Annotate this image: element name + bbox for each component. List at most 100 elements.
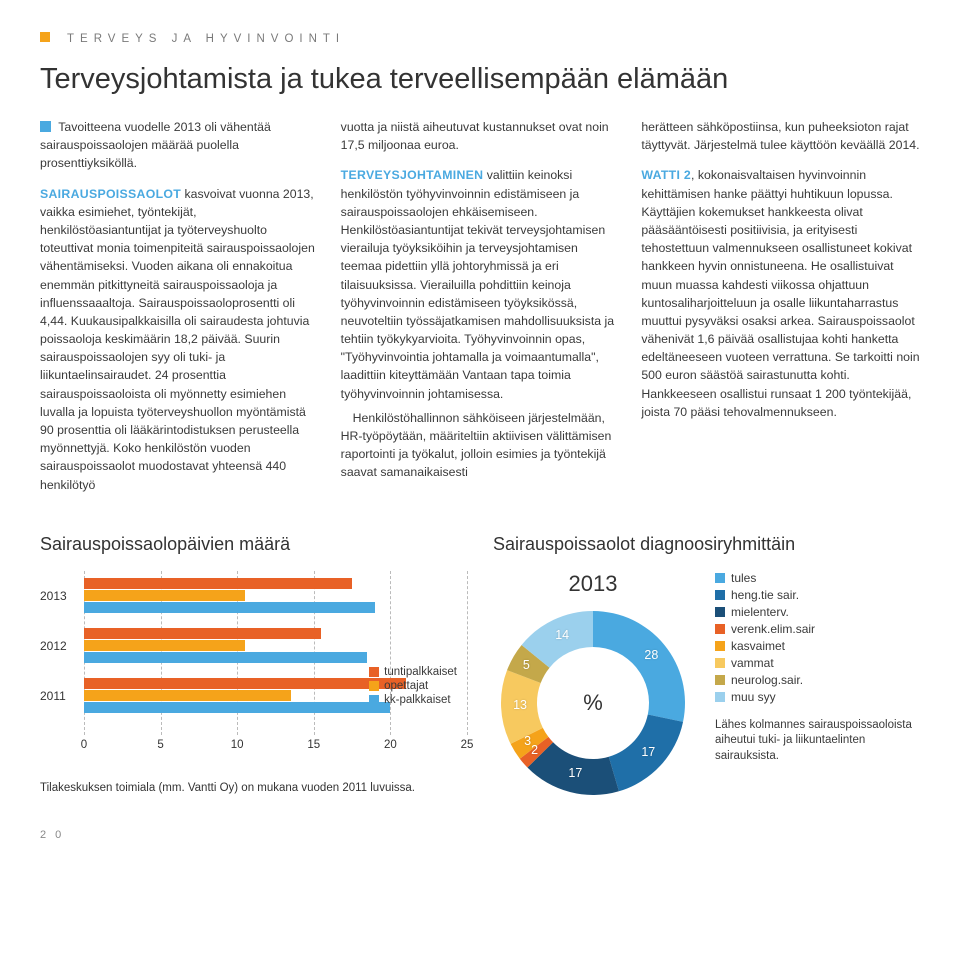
bar-row: 2013	[84, 571, 467, 621]
donut-slice-label: 17	[568, 766, 582, 780]
donut-chart: % 28 17 17 23 13 5 14	[493, 603, 693, 803]
donut-slice-label: 17	[641, 745, 655, 759]
legend-swatch-icon	[369, 681, 379, 691]
legend-label: kk-palkkaiset	[384, 694, 450, 706]
donut-legend-item: heng.tie sair.	[715, 588, 920, 602]
legend-swatch-icon	[715, 624, 725, 634]
col2-main: TERVEYSJOHTAMINEN valittiin keinoksi hen…	[341, 166, 620, 402]
column-3: herätteen sähköpostiinsa, kun puheeksiot…	[641, 118, 920, 500]
legend-label: tuntipalkkaiset	[384, 666, 457, 678]
donut-slice-label: 3	[524, 734, 531, 748]
bar-segment	[84, 702, 390, 713]
donut-title: Sairauspoissaolot diagnoosiryhmittäin	[493, 534, 920, 555]
bar-segment	[84, 640, 245, 651]
legend-swatch-icon	[369, 695, 379, 705]
bar-year-label: 2013	[40, 589, 67, 603]
bar-legend-item: tuntipalkkaiset	[369, 666, 457, 678]
bar-xtick: 15	[307, 739, 320, 751]
col2-p2: Henkilöstöhallinnon sähköiseen järjestel…	[341, 409, 620, 482]
bar-xticks: 0510152025	[84, 739, 467, 753]
eyebrow-square-icon	[40, 32, 50, 42]
donut-slice	[593, 611, 685, 722]
bar-segment	[84, 628, 321, 639]
bar-year-label: 2011	[40, 689, 66, 703]
donut-slice-label: 28	[644, 648, 658, 662]
legend-label: tules	[731, 571, 756, 585]
legend-swatch-icon	[715, 675, 725, 685]
bar-segment	[84, 602, 375, 613]
donut-section: Sairauspoissaolot diagnoosiryhmittäin 20…	[493, 534, 920, 803]
col3-caps: WATTI 2	[641, 168, 691, 182]
legend-swatch-icon	[715, 590, 725, 600]
bar-xtick: 25	[461, 739, 474, 751]
legend-label: verenk.elim.sair	[731, 622, 815, 636]
legend-label: neurolog.sair.	[731, 673, 803, 687]
intro-text: Tavoitteena vuodelle 2013 oli vähentää s…	[40, 120, 271, 170]
donut-legend-item: neurolog.sair.	[715, 673, 920, 687]
col3-top: herätteen sähköpostiinsa, kun puheeksiot…	[641, 118, 920, 154]
bar-legend: tuntipalkkaiset opettajat kk-palkkaiset	[369, 666, 457, 708]
legend-label: kasvaimet	[731, 639, 785, 653]
donut-year: 2013	[493, 571, 693, 597]
donut-wrap: 2013 % 28 17 17 23 13 5 14 tules heng.tie sair.…	[493, 571, 920, 803]
bar-xtick: 20	[384, 739, 397, 751]
bar-segment	[84, 578, 352, 589]
page-number: 2 0	[40, 829, 920, 841]
intro-square-icon	[40, 121, 51, 132]
col3-body: , kokonaisvaltaisen hyvinvoinnin kehittä…	[641, 168, 919, 418]
intro-paragraph: Tavoitteena vuodelle 2013 oli vähentää s…	[40, 118, 319, 173]
bar-segment	[84, 678, 406, 689]
legend-swatch-icon	[715, 573, 725, 583]
donut-slice-label: 13	[513, 698, 527, 712]
legend-swatch-icon	[715, 658, 725, 668]
bar-segment	[84, 652, 367, 663]
legend-swatch-icon	[369, 667, 379, 677]
eyebrow-text: TERVEYS JA HYVINVOINTI	[67, 33, 345, 45]
donut-legend-item: vammat	[715, 656, 920, 670]
bar-note: Tilakeskuksen toimiala (mm. Vantti Oy) o…	[40, 781, 467, 797]
column-2: vuotta ja niistä aiheutuvat kustannukset…	[341, 118, 620, 500]
column-1: Tavoitteena vuodelle 2013 oli vähentää s…	[40, 118, 319, 500]
donut-legend-item: verenk.elim.sair	[715, 622, 920, 636]
donut-legend-col: tules heng.tie sair. mielenterv. verenk.eli…	[715, 571, 920, 803]
legend-swatch-icon	[715, 641, 725, 651]
bar-section: Sairauspoissaolopäivien määrä 2013201220…	[40, 534, 467, 803]
col1-caps: SAIRAUSPOISSAOLOT	[40, 187, 181, 201]
bar-xtick: 10	[231, 739, 244, 751]
donut-slice-label: 2	[531, 743, 538, 757]
col1-body: kasvoivat vuonna 2013, vaikka esimiehet,…	[40, 187, 315, 492]
col2-body: valittiin keinoksi henkilöstön työhyvinv…	[341, 168, 614, 400]
donut-column: 2013 % 28 17 17 23 13 5 14	[493, 571, 693, 803]
bar-segment	[84, 590, 245, 601]
donut-center: %	[583, 690, 603, 716]
donut-legend-item: mielenterv.	[715, 605, 920, 619]
page-title: Terveysjohtamista ja tukea terveellisemp…	[40, 63, 920, 96]
col1-main: SAIRAUSPOISSAOLOT kasvoivat vuonna 2013,…	[40, 185, 319, 494]
bar-legend-item: opettajat	[369, 680, 457, 692]
donut-slice-label: 14	[555, 628, 569, 642]
bar-year-label: 2012	[40, 639, 67, 653]
legend-label: muu syy	[731, 690, 776, 704]
legend-swatch-icon	[715, 692, 725, 702]
col2-caps: TERVEYSJOHTAMINEN	[341, 168, 484, 182]
legend-label: vammat	[731, 656, 774, 670]
legend-label: heng.tie sair.	[731, 588, 799, 602]
bar-xtick: 5	[157, 739, 163, 751]
bar-row: 2012	[84, 621, 467, 671]
donut-legend-item: tules	[715, 571, 920, 585]
bar-title: Sairauspoissaolopäivien määrä	[40, 534, 467, 555]
donut-slice-label: 5	[523, 658, 530, 672]
body-columns: Tavoitteena vuodelle 2013 oli vähentää s…	[40, 118, 920, 500]
col3-main: WATTI 2, kokonaisvaltaisen hyvinvoinnin …	[641, 166, 920, 421]
legend-label: opettajat	[384, 680, 428, 692]
col2-top: vuotta ja niistä aiheutuvat kustannukset…	[341, 118, 620, 154]
donut-legend-item: muu syy	[715, 690, 920, 704]
bar-chart: 201320122011 0510152025 tuntipalkkaiseto…	[40, 571, 467, 771]
bar-xtick: 0	[81, 739, 87, 751]
legend-swatch-icon	[715, 607, 725, 617]
donut-note: Lähes kolmannes sairauspoissaoloista aih…	[715, 718, 920, 765]
legend-label: mielenterv.	[731, 605, 789, 619]
eyebrow: TERVEYS JA HYVINVOINTI	[40, 32, 920, 45]
donut-legend-item: kasvaimet	[715, 639, 920, 653]
donut-legend: tules heng.tie sair. mielenterv. verenk.eli…	[715, 571, 920, 704]
